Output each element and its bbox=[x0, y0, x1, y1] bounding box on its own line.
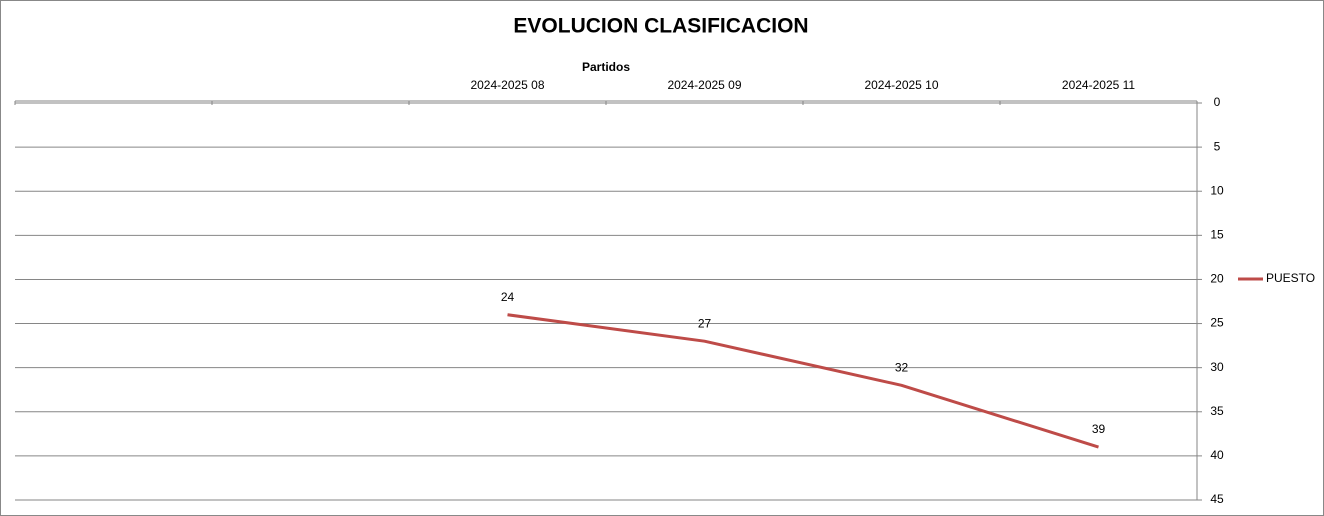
x-tick-label: 2024-2025 11 bbox=[1062, 78, 1136, 92]
y-tick-label: 40 bbox=[1210, 448, 1224, 462]
y-tick-label: 25 bbox=[1210, 316, 1224, 330]
y-tick-label: 45 bbox=[1210, 492, 1224, 506]
data-label: 24 bbox=[501, 290, 515, 304]
y-tick-label: 20 bbox=[1210, 272, 1224, 286]
y-tick-label: 30 bbox=[1210, 360, 1224, 374]
y-tick-label: 35 bbox=[1210, 404, 1224, 418]
series-line bbox=[507, 313, 1099, 449]
y-tick-label: 15 bbox=[1210, 228, 1224, 242]
data-label: 27 bbox=[698, 316, 712, 330]
x-tick-label: 2024-2025 08 bbox=[470, 78, 544, 92]
x-axis-title: Partidos bbox=[582, 60, 630, 74]
x-tick-label: 2024-2025 09 bbox=[667, 78, 741, 92]
y-tick-label: 5 bbox=[1214, 139, 1221, 153]
data-label: 32 bbox=[895, 360, 909, 374]
y-tick-label: 0 bbox=[1214, 95, 1221, 109]
legend-label: PUESTO bbox=[1266, 271, 1315, 285]
y-tick-label: 10 bbox=[1210, 183, 1224, 197]
chart-title: EVOLUCION CLASIFICACION bbox=[513, 15, 808, 38]
x-tick-label: 2024-2025 10 bbox=[864, 78, 938, 92]
data-label: 39 bbox=[1092, 422, 1106, 436]
